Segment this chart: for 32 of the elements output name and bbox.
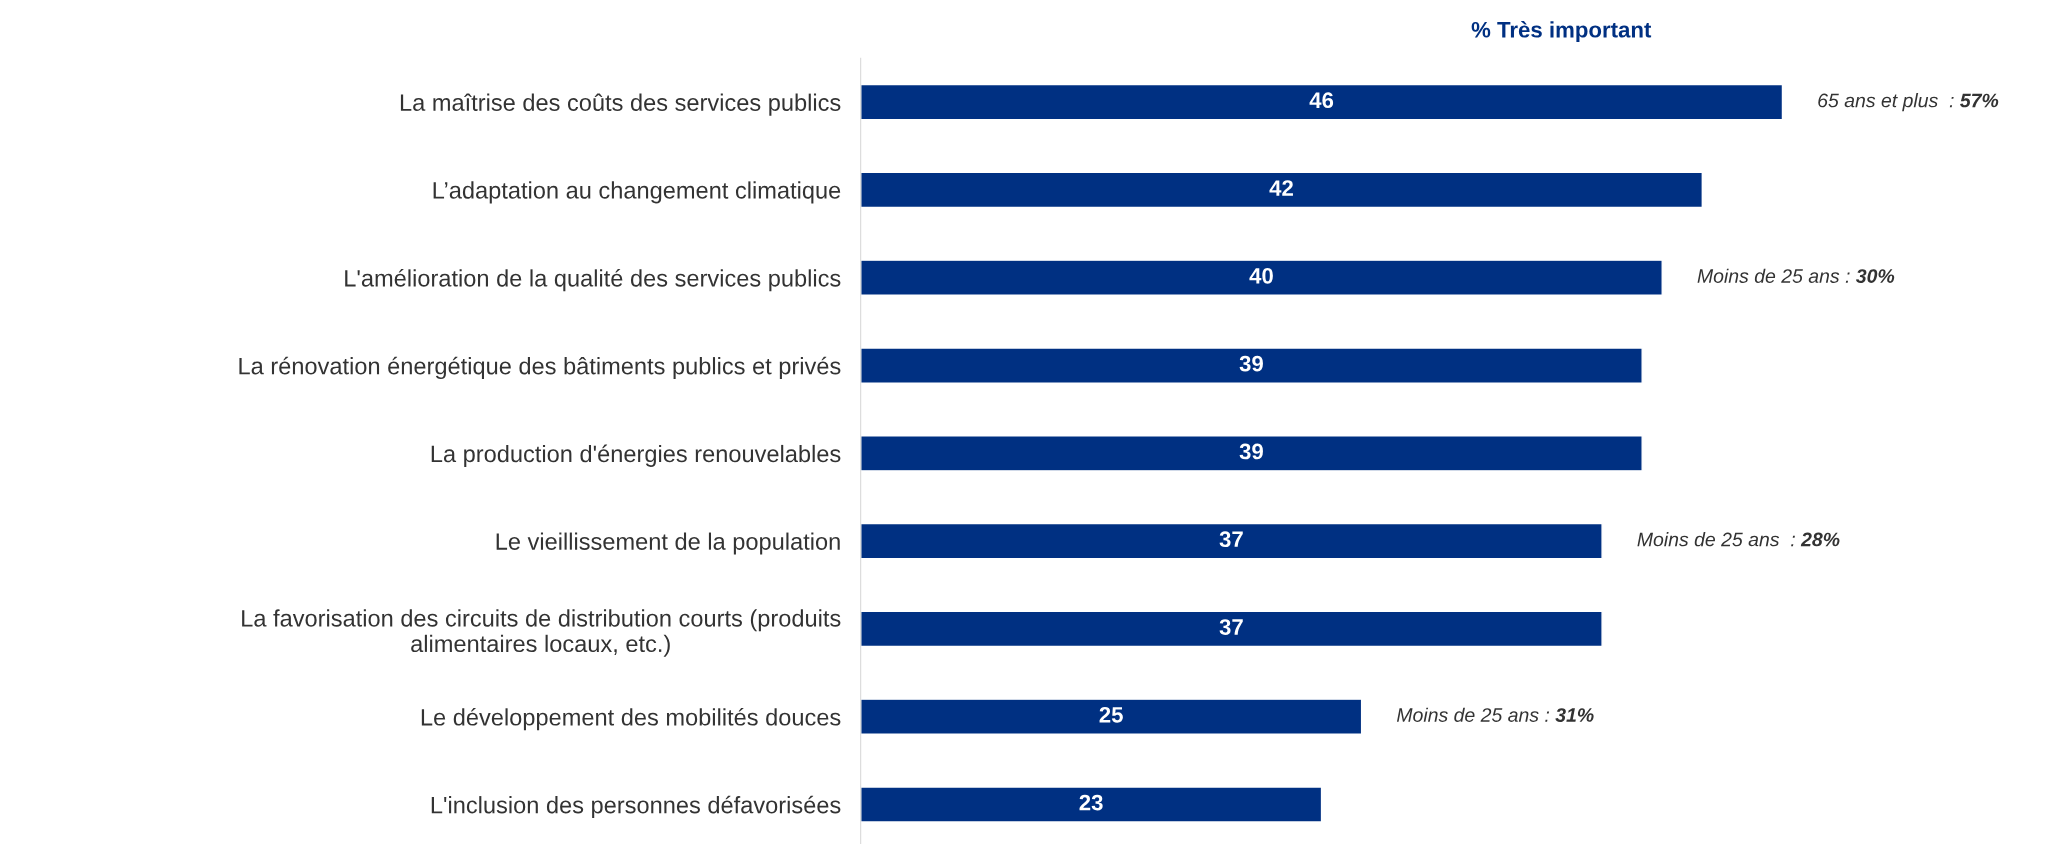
y-tick-label: L’adaptation au changement climatique — [433, 181, 841, 204]
bar — [860, 610, 1603, 648]
y-tick-label: Le vieillissement de la population — [496, 532, 840, 555]
y-tick-label: La favorisation des circuits de distribution courts (produits alimentaires locaux, etc.) — [242, 609, 841, 657]
bar — [860, 435, 1643, 472]
data-label: 42 — [1269, 180, 1293, 196]
data-label: 37 — [1219, 531, 1243, 548]
y-tick-label: La production d'énergies renouvelables — [431, 444, 841, 467]
data-label: 25 — [1099, 706, 1123, 723]
y-tick-label: La rénovation énergétique des bâtiments publics et privés — [239, 356, 841, 380]
annotation: Moins de 25 ans : 30% — [1697, 268, 1895, 283]
y-tick-label: L'inclusion des personnes défavorisées — [431, 795, 841, 819]
data-label: 39 — [1239, 355, 1263, 372]
y-tick-label: La maîtrise des coûts des services publics — [400, 93, 841, 116]
data-label: 40 — [1249, 267, 1273, 284]
y-tick-label: L'amélioration de la qualité des services publics — [345, 269, 841, 292]
data-label: 46 — [1309, 92, 1334, 109]
data-label: 23 — [1079, 794, 1103, 811]
data-label: 37 — [1219, 619, 1243, 635]
bar — [860, 347, 1643, 384]
bar — [860, 522, 1603, 560]
annotation: Moins de 25 ans : 31% — [1396, 707, 1594, 722]
bar — [860, 698, 1363, 735]
annotation: 65 ans et plus : 57% — [1818, 93, 1999, 112]
bar — [860, 259, 1663, 296]
chart-title: % Très important — [1471, 21, 1652, 43]
annotation: Moins de 25 ans : 28% — [1637, 532, 1840, 547]
bar — [860, 83, 1784, 121]
data-label: 39 — [1239, 443, 1263, 460]
bar — [860, 171, 1703, 209]
y-tick-label: Le développement des mobilités douces — [421, 708, 841, 731]
bar — [860, 786, 1323, 823]
